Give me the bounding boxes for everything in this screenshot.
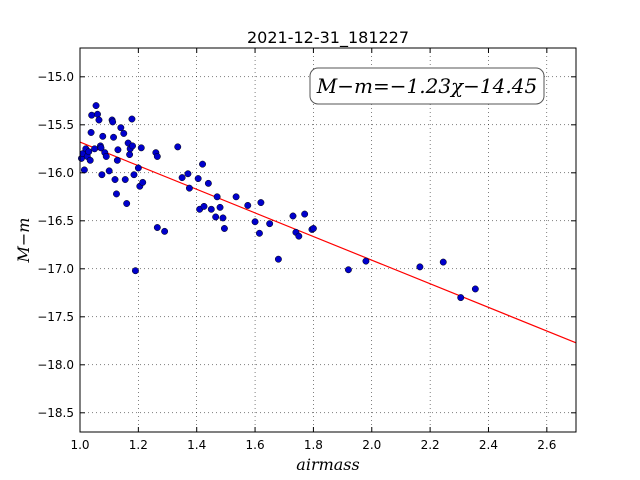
data-point [87, 129, 95, 136]
data-point [131, 267, 139, 275]
data-point [117, 124, 125, 132]
y-tick-label: −18.0 [37, 358, 74, 372]
data-point [266, 220, 274, 228]
data-point [97, 144, 105, 152]
data-point [178, 174, 186, 182]
data-point [139, 178, 147, 186]
data-point [123, 200, 131, 207]
chart-title: 2021-12-31_181227 [247, 28, 409, 48]
points-layer [78, 102, 479, 302]
data-point [251, 218, 259, 226]
data-point [309, 225, 317, 232]
y-tick-label: −17.5 [37, 310, 74, 324]
data-point [439, 258, 447, 266]
data-point [416, 263, 424, 271]
equation-text: M−m=−1.23χ−14.45 [316, 74, 537, 98]
data-point [344, 266, 352, 274]
data-point [91, 145, 99, 153]
data-point [255, 229, 263, 237]
data-point [153, 153, 161, 160]
data-point [129, 142, 136, 150]
data-point [244, 201, 252, 209]
data-point [185, 184, 193, 192]
data-point [213, 193, 221, 201]
data-point [362, 257, 370, 265]
equation-box-frame [309, 67, 545, 105]
y-tick-labels: −15.0 −15.5 −16.0 −16.5 −17.0 −17.5 −18.0 −18.5 [37, 70, 74, 420]
plot-frame [79, 47, 577, 433]
x-tick-label: 1.0 [70, 438, 89, 452]
x-axis-title: airmass [296, 455, 359, 474]
x-tick-label: 2.6 [537, 438, 556, 452]
data-point [174, 143, 182, 151]
data-point [114, 146, 122, 154]
data-point [184, 170, 192, 178]
plot-area [80, 48, 576, 432]
data-point [113, 190, 120, 198]
ticks [79, 48, 576, 432]
y-tick-label: −15.5 [37, 118, 74, 132]
data-point [95, 116, 103, 124]
x-tick-label: 2.4 [479, 438, 498, 452]
data-point [199, 160, 206, 168]
y-axis-title: M−m [14, 218, 33, 264]
y-tick-label: −15.0 [37, 70, 74, 84]
fit-line-layer [79, 141, 577, 344]
data-point [194, 175, 202, 183]
x-tick-labels: 1.0 1.2 1.4 1.6 1.8 2.0 2.2 2.4 2.6 [70, 438, 556, 452]
y-tick-label: −16.5 [37, 214, 74, 228]
data-point [88, 111, 96, 119]
data-point [128, 115, 136, 123]
data-point [301, 210, 309, 218]
data-point [98, 171, 106, 179]
data-point [274, 255, 282, 263]
data-point [216, 203, 224, 211]
data-point [232, 193, 240, 201]
x-tick-label: 1.8 [304, 438, 323, 452]
data-point [134, 164, 142, 172]
data-point [153, 224, 161, 231]
equation-box: M−m=−1.23χ−14.45 [309, 67, 545, 105]
data-point [137, 144, 145, 152]
data-point [113, 156, 121, 164]
data-point [220, 225, 228, 232]
data-point [219, 214, 227, 222]
data-point [295, 232, 303, 240]
data-point [457, 294, 465, 302]
data-point [92, 102, 100, 110]
data-point [257, 199, 265, 207]
data-point [109, 118, 117, 126]
data-point [94, 110, 101, 118]
data-point [130, 171, 138, 179]
data-point [86, 156, 94, 164]
fit-line [79, 141, 577, 344]
data-point [207, 205, 215, 213]
data-point [212, 213, 220, 221]
data-point [99, 132, 107, 140]
x-tick-label: 1.2 [129, 438, 148, 452]
data-point [111, 176, 119, 183]
x-tick-label: 2.2 [421, 438, 440, 452]
y-tick-label: −16.0 [37, 166, 74, 180]
data-point [85, 148, 93, 156]
y-tick-label: −17.0 [37, 262, 74, 276]
data-point [289, 212, 297, 220]
x-tick-label: 1.6 [246, 438, 265, 452]
data-point [102, 153, 110, 160]
data-point [80, 166, 88, 174]
data-point [161, 227, 169, 235]
data-point [126, 151, 134, 159]
data-point [110, 133, 118, 141]
x-tick-label: 2.0 [362, 438, 381, 452]
data-point [121, 176, 129, 183]
data-point [105, 167, 113, 175]
y-tick-label: −18.5 [37, 406, 74, 420]
data-point [204, 179, 212, 187]
data-point [471, 285, 479, 293]
data-point [120, 129, 128, 137]
x-tick-label: 1.4 [187, 438, 206, 452]
data-point [200, 202, 208, 210]
